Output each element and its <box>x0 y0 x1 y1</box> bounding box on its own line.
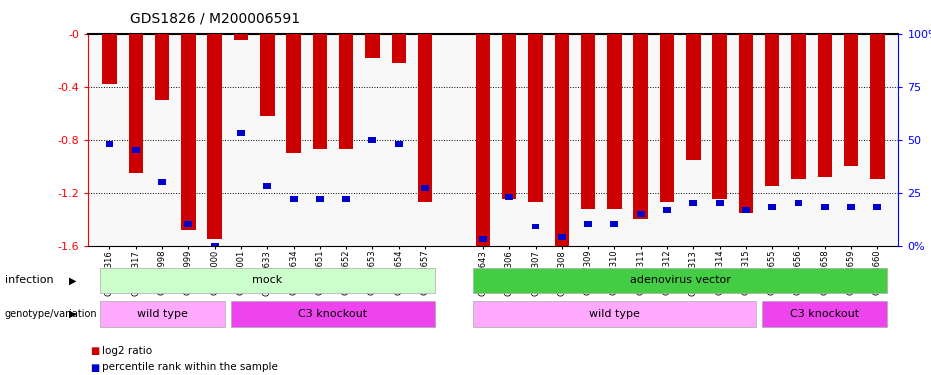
Bar <box>479 236 487 242</box>
Bar <box>847 204 855 210</box>
Text: ▶: ▶ <box>69 275 76 285</box>
Bar <box>611 221 618 227</box>
Bar <box>791 34 805 179</box>
Text: C3 knockout: C3 knockout <box>790 309 859 319</box>
Text: ■: ■ <box>90 346 100 355</box>
Text: C3 knockout: C3 knockout <box>299 309 368 319</box>
Bar <box>817 34 832 177</box>
Text: percentile rank within the sample: percentile rank within the sample <box>102 363 278 372</box>
Bar <box>128 34 143 173</box>
Bar <box>392 34 406 63</box>
Bar <box>873 204 882 210</box>
Text: wild type: wild type <box>137 309 187 319</box>
Bar <box>132 147 140 153</box>
Bar <box>210 243 219 249</box>
Bar <box>102 34 116 84</box>
Bar <box>287 34 301 153</box>
Bar <box>716 200 723 206</box>
Bar <box>742 207 749 213</box>
Bar <box>260 34 275 116</box>
Text: log2 ratio: log2 ratio <box>102 346 153 355</box>
Bar <box>290 196 298 202</box>
Bar <box>584 221 592 227</box>
Bar <box>418 34 432 202</box>
Bar <box>100 302 224 327</box>
Bar <box>184 221 193 227</box>
Bar <box>558 234 566 240</box>
Bar <box>660 34 674 202</box>
Bar <box>607 34 622 209</box>
Bar <box>421 185 429 191</box>
Bar <box>395 141 403 147</box>
Bar <box>633 34 648 219</box>
Text: wild type: wild type <box>589 309 640 319</box>
Bar <box>105 141 114 147</box>
Bar <box>369 136 376 142</box>
Bar <box>821 204 829 210</box>
Bar <box>234 34 249 40</box>
Bar <box>313 34 327 149</box>
Bar <box>686 34 700 159</box>
Bar <box>263 183 271 189</box>
Bar <box>581 34 595 209</box>
Bar <box>738 34 753 213</box>
Bar <box>555 34 569 246</box>
Bar <box>343 196 350 202</box>
Text: mock: mock <box>252 275 282 285</box>
Bar <box>473 268 887 293</box>
Bar <box>765 34 779 186</box>
Bar <box>316 196 324 202</box>
Text: adenovirus vector: adenovirus vector <box>629 275 731 285</box>
Text: ■: ■ <box>90 363 100 372</box>
Bar <box>208 34 222 239</box>
Bar <box>689 200 697 206</box>
Bar <box>158 179 166 185</box>
Bar <box>663 207 671 213</box>
Text: ▶: ▶ <box>69 309 76 319</box>
Bar <box>502 34 517 199</box>
Bar <box>365 34 380 58</box>
Bar <box>339 34 354 149</box>
Bar <box>100 268 435 293</box>
Bar <box>762 302 887 327</box>
Bar <box>237 130 245 136</box>
Bar <box>231 302 435 327</box>
Bar <box>476 34 490 246</box>
Bar <box>794 200 803 206</box>
Bar <box>506 194 513 200</box>
Bar <box>712 34 727 199</box>
Bar <box>637 211 644 217</box>
Bar <box>768 204 776 210</box>
Bar <box>182 34 196 230</box>
Bar <box>532 224 539 230</box>
Bar <box>473 302 756 327</box>
Bar <box>870 34 884 179</box>
Text: genotype/variation: genotype/variation <box>5 309 97 319</box>
Text: GDS1826 / M200006591: GDS1826 / M200006591 <box>130 11 301 25</box>
Bar <box>528 34 543 202</box>
Text: infection: infection <box>5 275 53 285</box>
Bar <box>843 34 858 166</box>
Bar <box>155 34 169 100</box>
